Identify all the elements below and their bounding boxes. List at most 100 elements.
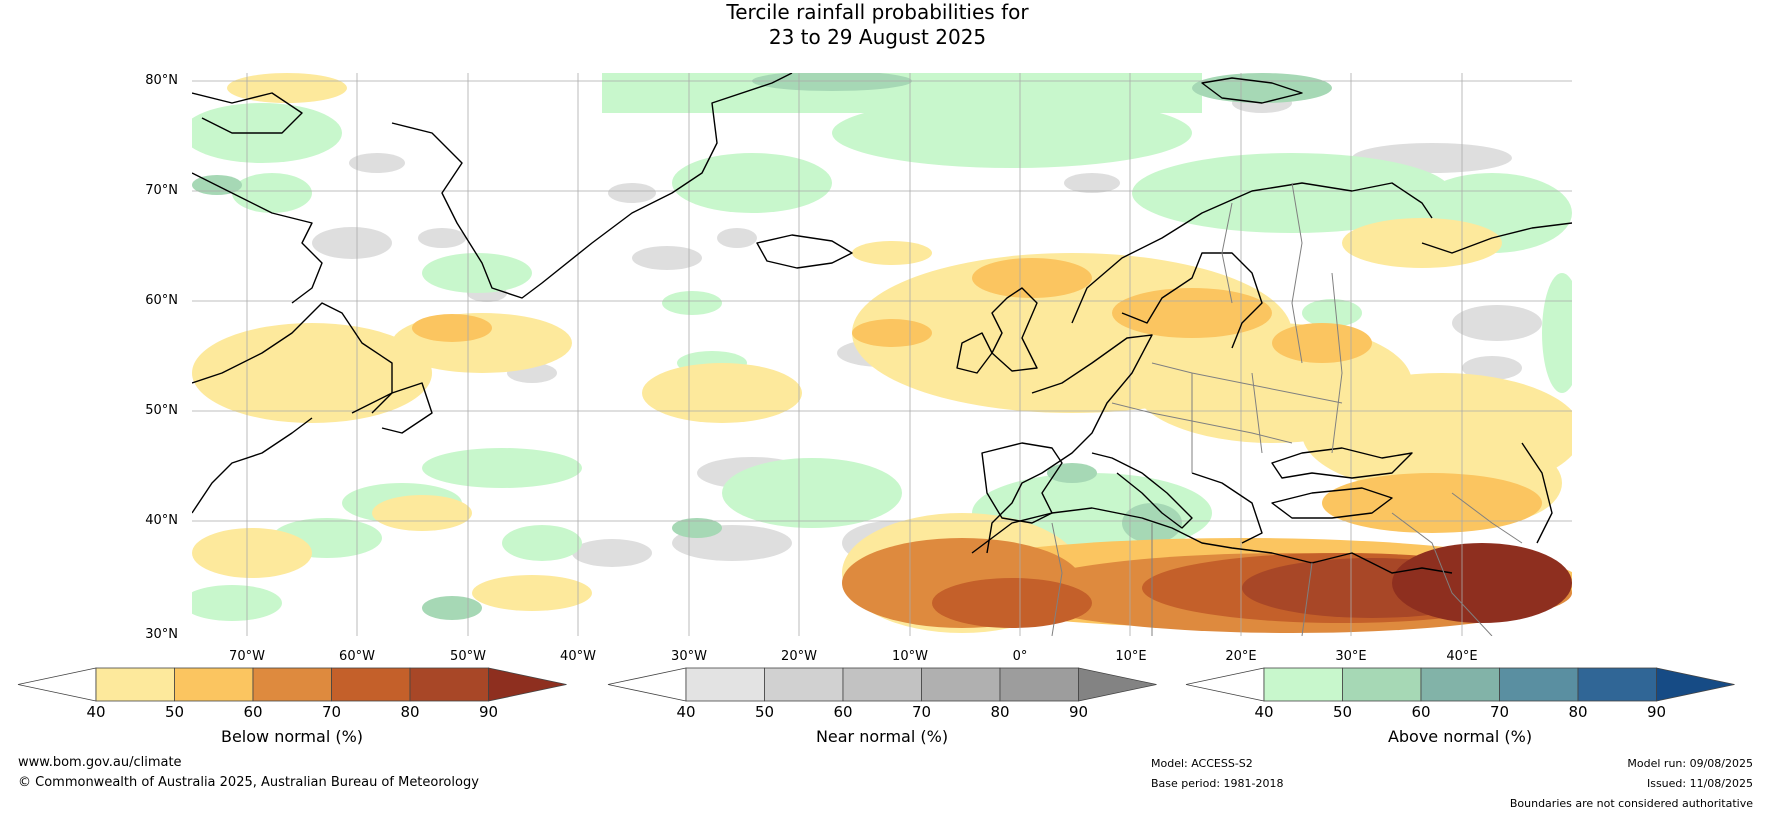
colorbar-below-segment xyxy=(252,667,332,702)
colorbar-below-segment xyxy=(331,667,411,702)
colorbar-below-tick: 50 xyxy=(164,703,185,721)
colorbar-near-extend-high xyxy=(1078,667,1157,702)
lon-label-40e: 40°E xyxy=(1446,649,1478,664)
europe-west-coast xyxy=(986,334,1153,554)
base-period-text: Base period: 1981-2018 xyxy=(1151,777,1284,790)
lon-label-30w: 30°W xyxy=(671,649,707,664)
graticule xyxy=(192,73,1572,636)
baltic-coast xyxy=(1121,252,1263,349)
britain-coast xyxy=(991,287,1038,372)
colorbar-below-tick: 40 xyxy=(86,703,106,721)
map-title: Tercile rainfall probabilities for 23 to… xyxy=(0,0,1755,50)
colorbar-below-extend-high xyxy=(488,667,567,702)
nova-scotia-coast xyxy=(192,417,313,514)
lon-label-10e: 10°E xyxy=(1115,649,1147,664)
colorbar-below-tick: 60 xyxy=(243,703,263,721)
lat-label-60n: 60°N xyxy=(145,293,178,308)
colorbar-above-segment xyxy=(1342,667,1422,702)
colorbar-near-segment xyxy=(921,667,1001,702)
lon-label-50w: 50°W xyxy=(450,649,486,664)
colorbar-near-tick: 40 xyxy=(676,703,696,721)
lon-label-40w: 40°W xyxy=(560,649,596,664)
svalbard-coast xyxy=(1201,77,1303,104)
colorbar-above-segment xyxy=(1263,667,1343,702)
lon-label-20e: 20°E xyxy=(1225,649,1257,664)
colorbar-above-normal xyxy=(1185,667,1735,702)
colorbar-below-normal xyxy=(17,667,567,702)
colorbar-above-tick: 70 xyxy=(1489,703,1510,721)
colorbar-above-tick: 40 xyxy=(1254,703,1274,721)
lon-label-30e: 30°E xyxy=(1335,649,1367,664)
lat-label-70n: 70°N xyxy=(145,183,178,198)
colorbar-near-tick: 80 xyxy=(990,703,1010,721)
colorbar-above-tick: 90 xyxy=(1646,703,1667,721)
colorbar-label-near: Near normal (%) xyxy=(815,727,949,746)
north-africa-coast xyxy=(971,507,1453,574)
iberia-coast xyxy=(981,442,1063,524)
russia-north-coast xyxy=(1421,222,1572,254)
title-line-2: 23 to 29 August 2025 xyxy=(768,25,987,49)
model-run-text: Model run: 09/08/2025 xyxy=(1627,757,1753,770)
iceland-coast xyxy=(756,234,853,269)
turkey-coast xyxy=(1271,487,1393,519)
colorbar-near-tick: 90 xyxy=(1068,703,1089,721)
colorbar-above-extend-high xyxy=(1656,667,1735,702)
lon-label-60w: 60°W xyxy=(339,649,375,664)
colorbar-above-extend-low xyxy=(1185,667,1265,702)
italy-coast xyxy=(1091,452,1193,529)
colorbar-above-tick: 50 xyxy=(1332,703,1353,721)
lon-label-10w: 10°W xyxy=(892,649,928,664)
country-borders xyxy=(1051,182,1523,636)
lat-label-80n: 80°N xyxy=(145,73,178,88)
colorbar-below-tick: 70 xyxy=(321,703,342,721)
colorbar-above-segment xyxy=(1499,667,1579,702)
colorbar-label-above: Above normal (%) xyxy=(1387,727,1533,746)
colorbar-near-segment xyxy=(842,667,922,702)
colorbar-above-tick: 80 xyxy=(1568,703,1588,721)
colorbar-below-tick: 80 xyxy=(400,703,420,721)
colorbar-below-segment xyxy=(409,667,489,702)
rainfall-map xyxy=(192,73,1572,636)
issued-text: Issued: 11/08/2025 xyxy=(1646,777,1753,790)
lon-label-70w: 70°W xyxy=(229,649,265,664)
lon-label-0: 0° xyxy=(1012,649,1028,664)
ireland-coast xyxy=(956,332,993,374)
colorbar-label-below: Below normal (%) xyxy=(220,727,364,746)
newfoundland-coast xyxy=(371,382,433,434)
colorbar-near-tick: 50 xyxy=(754,703,775,721)
colorbar-near-tick: 60 xyxy=(833,703,853,721)
caspian-coast xyxy=(1521,442,1553,544)
title-line-1: Tercile rainfall probabilities for xyxy=(726,0,1029,24)
colorbar-near-tick: 70 xyxy=(911,703,932,721)
above-normal-strong xyxy=(192,73,1332,620)
greenland-coast xyxy=(391,73,793,299)
colorbar-near-segment xyxy=(685,667,765,702)
balkans-coast xyxy=(1191,472,1263,544)
colorbar-below-extend-low xyxy=(17,667,97,702)
copyright-text: © Commonwealth of Australia 2025, Austra… xyxy=(18,775,479,790)
baffin-coast xyxy=(192,172,323,304)
website-link[interactable]: www.bom.gov.au/climate xyxy=(18,755,182,770)
colorbar-above-segment xyxy=(1420,667,1500,702)
colorbar-near-extend-low xyxy=(607,667,687,702)
lat-label-50n: 50°N xyxy=(145,403,178,418)
lon-label-20w: 20°W xyxy=(781,649,817,664)
colorbar-near-segment xyxy=(999,667,1079,702)
colorbar-below-segment xyxy=(95,667,175,702)
colorbar-near-normal xyxy=(607,667,1157,702)
model-text: Model: ACCESS-S2 xyxy=(1151,757,1253,770)
coastlines xyxy=(192,73,1572,574)
black-sea-coast xyxy=(1271,447,1413,479)
colorbar-above-segment xyxy=(1577,667,1657,702)
colorbar-below-tick: 90 xyxy=(478,703,499,721)
colorbar-near-segment xyxy=(764,667,844,702)
lat-label-40n: 40°N xyxy=(145,513,178,528)
lat-label-30n: 30°N xyxy=(145,627,178,642)
disclaimer-text: Boundaries are not considered authoritat… xyxy=(1509,797,1753,810)
canada-north-coast xyxy=(192,92,303,134)
labrador-coast xyxy=(192,302,393,414)
colorbar-below-segment xyxy=(174,667,254,702)
colorbar-above-tick: 60 xyxy=(1411,703,1431,721)
colorbar-strip xyxy=(17,667,1735,702)
scandinavia-coast xyxy=(1071,182,1433,324)
